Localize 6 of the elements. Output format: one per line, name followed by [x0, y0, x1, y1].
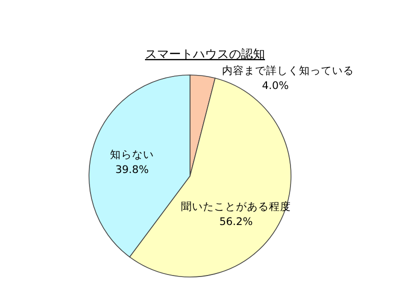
chart-title: スマートハウスの認知 — [145, 47, 265, 61]
slice-label: 知らない — [110, 149, 154, 161]
data-label: 56.2% — [219, 216, 253, 228]
data-label: 39.8% — [115, 164, 149, 176]
slice-label: 内容まで詳しく知っている — [222, 64, 354, 77]
data-label: 4.0% — [262, 80, 289, 92]
